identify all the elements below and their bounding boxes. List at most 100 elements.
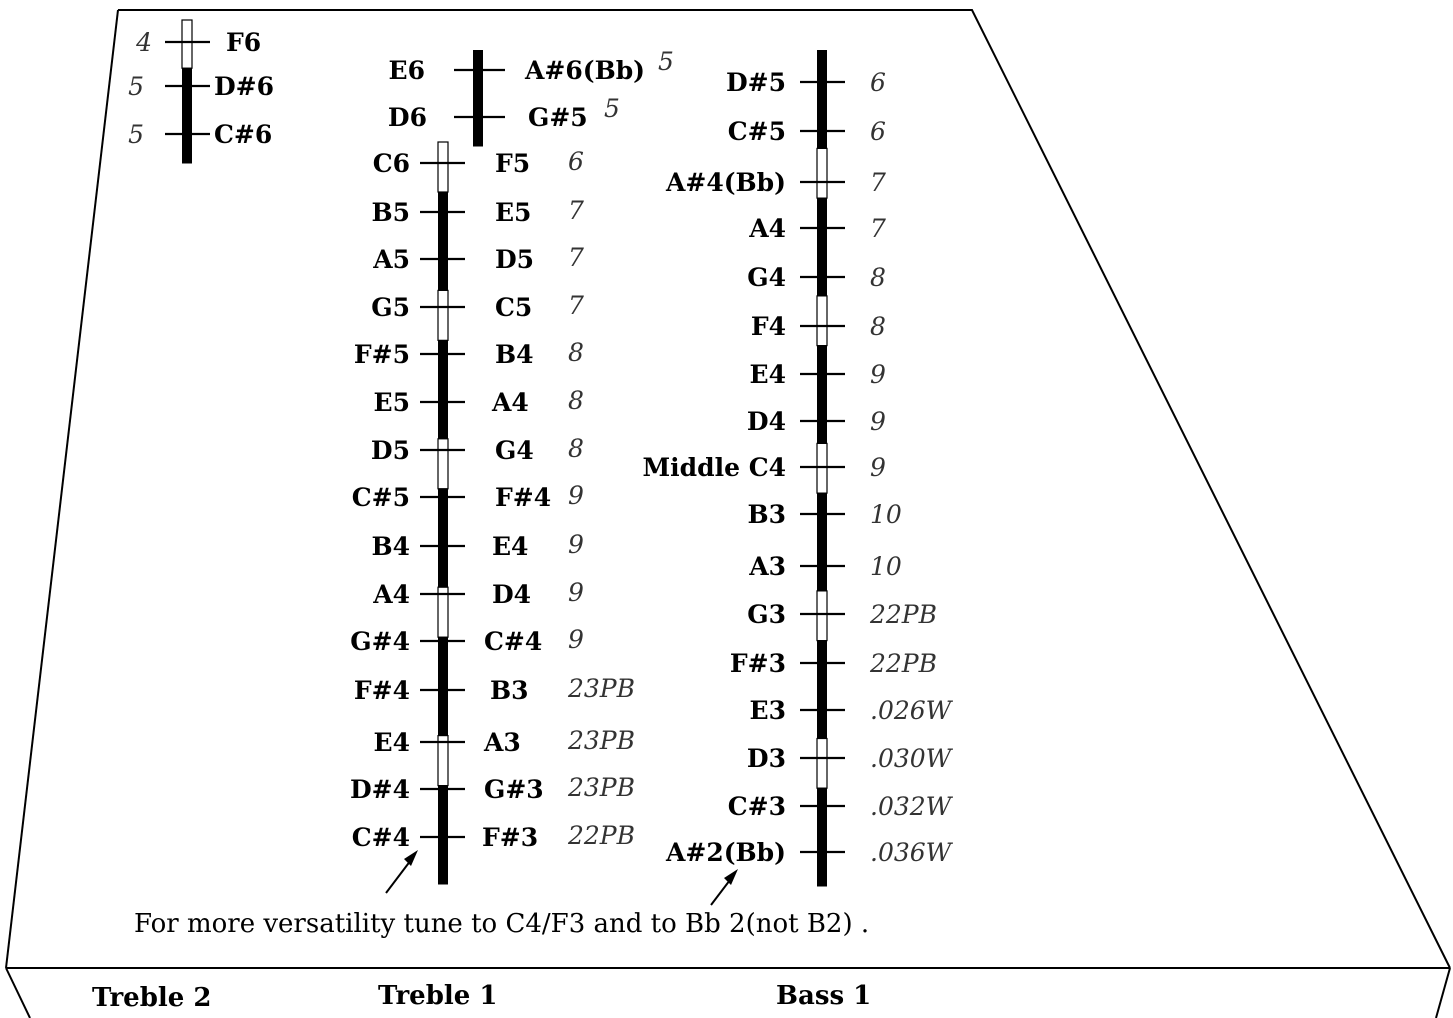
note-label: D5 [371, 436, 410, 465]
string-gauge-label: 7 [568, 291, 584, 320]
soundboard-left-edge [5, 9, 119, 969]
string-gauge-label: 8 [568, 338, 584, 367]
note-label: A3 [748, 552, 786, 581]
note-label: F5 [495, 149, 530, 178]
note-label: C#5 [728, 117, 786, 146]
note-label: A#4(Bb) [665, 168, 786, 197]
note-label: E6 [389, 56, 425, 85]
string-gauge-label: 9 [568, 481, 584, 510]
note-label: G5 [371, 293, 410, 322]
bridge-segment-black [817, 640, 827, 690]
note-label: C#4 [352, 823, 410, 852]
note-label: F4 [751, 312, 786, 341]
bridge-segment-black [438, 389, 448, 440]
note-label: B3 [490, 676, 529, 705]
note-label: D6 [388, 103, 427, 132]
bridge-segment-white [816, 295, 828, 347]
bridge-segment-white [816, 737, 828, 789]
note-label: G#3 [484, 775, 544, 804]
note-label: D#5 [726, 68, 786, 97]
string-gauge-label: 8 [568, 434, 584, 463]
string-gauge-label: 4 [135, 28, 152, 57]
bridge-segment-black [438, 537, 448, 588]
note-label: C#5 [352, 483, 410, 512]
note-label: G#5 [528, 103, 588, 132]
note-label: F#5 [354, 340, 410, 369]
bridge-segment-white [437, 141, 449, 193]
string-gauge-label: 8 [568, 386, 584, 415]
string-gauge-label: 9 [870, 407, 886, 436]
note-label: C#6 [214, 120, 272, 149]
note-label: C#4 [484, 627, 542, 656]
string-gauge-label: 5 [658, 47, 674, 76]
string-gauge-label: 22PB [567, 821, 635, 850]
bridge-treble1: C6 F5 6 B5 E5 7 A5 D5 7 G5 C5 7 F#5 B4 8 E5 A4 8 D5 G4 8 C#5 F… [350, 141, 635, 885]
string-gauge-label: .030W [870, 744, 954, 773]
bridge-segment-black [438, 339, 448, 390]
note-label: G#4 [350, 627, 410, 656]
note-label: E4 [374, 728, 410, 757]
bridge-segment-black [817, 99, 827, 149]
note-label: D5 [495, 245, 534, 274]
bridge-segment-black [438, 834, 448, 885]
note-label: D#4 [350, 775, 410, 804]
string-gauge-label: 10 [870, 500, 902, 529]
bridge-segment-black [438, 686, 448, 737]
string-gauge-label: .036W [870, 838, 954, 867]
string-gauge-label: .032W [870, 792, 954, 821]
bridge-segment-white [437, 438, 449, 490]
bridge-segment-black [817, 246, 827, 297]
note-label: E4 [750, 360, 786, 389]
bridge-segment-black [817, 787, 827, 838]
note-label: G4 [747, 263, 786, 292]
arrows [385, 850, 738, 906]
bridge-segment-black [817, 197, 827, 248]
string-gauge-label: 6 [870, 68, 886, 97]
bridge-segment-black [438, 636, 448, 687]
tuning-caption: For more versatility tune to C4/F3 and t… [134, 909, 869, 939]
bridge-segment-black [473, 50, 483, 99]
note-label: C5 [495, 293, 532, 322]
note-label: A4 [372, 580, 410, 609]
bridge-segment-white [181, 19, 193, 69]
bridge-segment-white [816, 147, 828, 199]
string-gauge-label: 6 [870, 117, 886, 146]
string-gauge-label: 23PB [567, 773, 635, 802]
bridge-segment-black [438, 785, 448, 836]
note-label: D4 [747, 407, 786, 436]
note-label: E5 [374, 388, 410, 417]
string-gauge-label: 23PB [567, 726, 635, 755]
bridge-segment-black [817, 492, 827, 543]
note-label: A#2(Bb) [665, 838, 786, 867]
string-gauge-label: 6 [568, 147, 584, 176]
string-gauge-label: 5 [604, 94, 620, 123]
string-gauge-label: 9 [568, 578, 584, 607]
note-label: F#3 [730, 649, 786, 678]
string-gauge-label: 23PB [567, 674, 635, 703]
bridge-segment-black [817, 689, 827, 739]
bridge-segment-white [437, 289, 449, 341]
note-label: D#6 [214, 72, 274, 101]
soundboard-top-edge [118, 9, 1451, 969]
bridge-segment-black [817, 345, 827, 395]
string-gauge-label: .026W [870, 696, 954, 725]
string-gauge-label: 10 [870, 552, 902, 581]
note-label: A4 [491, 388, 529, 417]
note-label: G3 [747, 600, 786, 629]
note-label: F#4 [354, 676, 410, 705]
note-label: B4 [495, 340, 534, 369]
string-gauge-label: 5 [128, 72, 144, 101]
string-gauge-label: 9 [870, 453, 886, 482]
bridge-treble2: 4 F6 5 D#6 5 C#6 [128, 19, 274, 164]
section-label-treble1: Treble 1 [378, 981, 497, 1011]
bridge-treble1-top: E6 A#6(Bb) 5 D6 G#5 5 [388, 47, 674, 147]
string-gauge-label: 9 [870, 360, 886, 389]
section-label-treble2: Treble 2 [92, 983, 211, 1013]
note-label: D4 [492, 580, 531, 609]
note-label: D3 [747, 744, 786, 773]
bridge-segment-black [438, 191, 448, 242]
arrow-bass-head [724, 869, 738, 885]
bridge-segment-black [182, 115, 192, 164]
